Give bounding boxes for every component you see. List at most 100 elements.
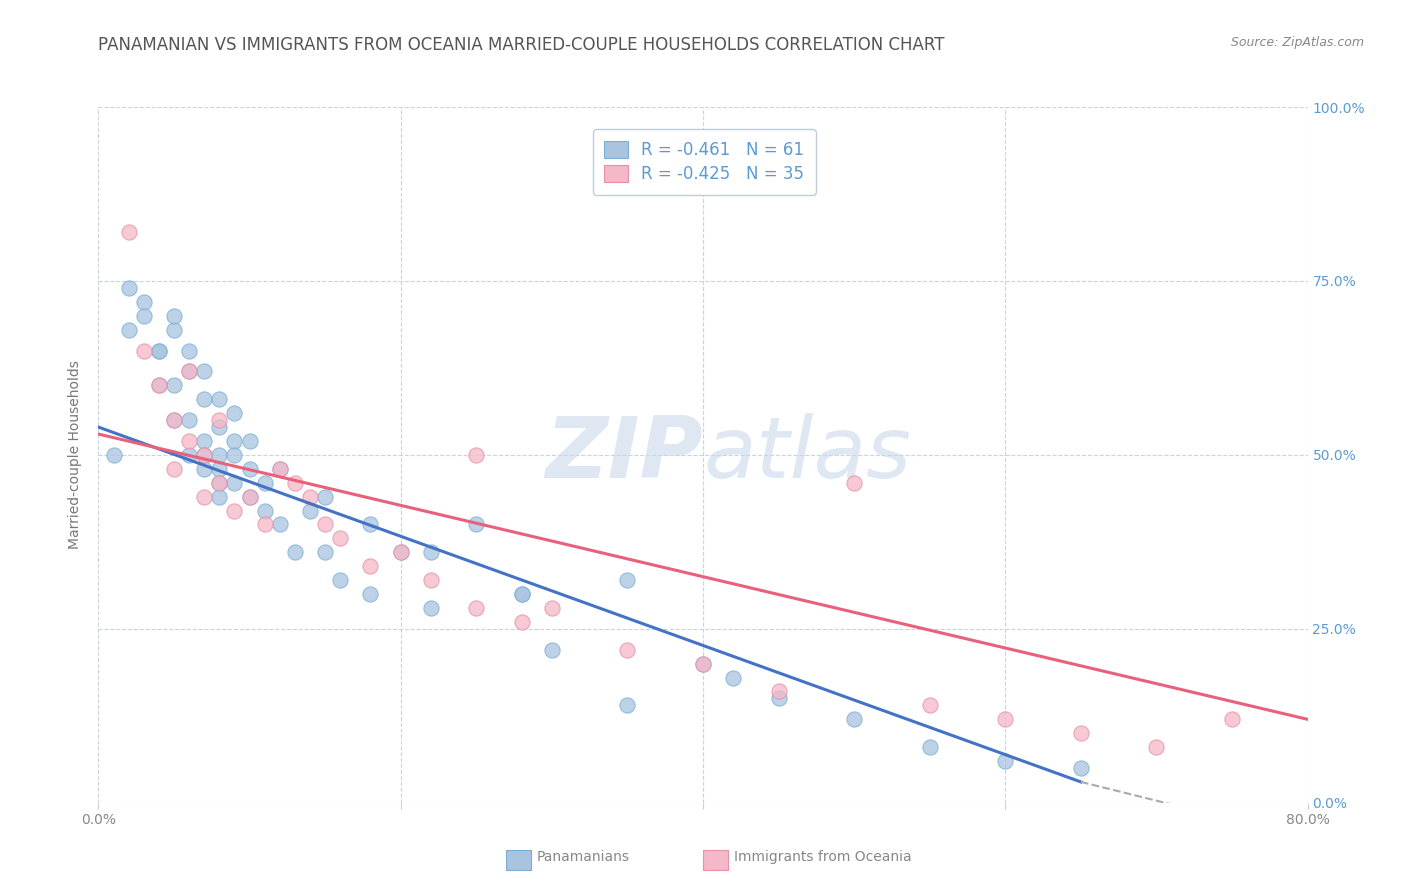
Point <box>329 573 352 587</box>
Point <box>148 378 170 392</box>
Point <box>239 490 262 504</box>
Point <box>163 413 186 427</box>
Point <box>918 740 941 755</box>
Point <box>389 545 412 559</box>
Point <box>193 490 215 504</box>
Point <box>314 517 336 532</box>
Point <box>723 671 745 685</box>
Point <box>118 225 141 239</box>
Point <box>253 517 276 532</box>
Point <box>420 601 443 615</box>
Point <box>284 475 307 490</box>
Legend: R = -0.461   N = 61, R = -0.425   N = 35: R = -0.461 N = 61, R = -0.425 N = 35 <box>592 129 815 194</box>
Point <box>299 490 322 504</box>
Point <box>208 475 231 490</box>
Point <box>918 698 941 713</box>
Point <box>269 462 291 476</box>
Point <box>224 448 246 462</box>
Point <box>103 448 125 462</box>
Point <box>239 462 262 476</box>
Point <box>148 378 170 392</box>
Point <box>360 559 382 574</box>
Point <box>616 573 638 587</box>
Point <box>179 434 201 448</box>
Point <box>360 587 382 601</box>
Point <box>148 343 170 358</box>
Point <box>208 413 231 427</box>
Point <box>329 532 352 546</box>
Point <box>118 323 141 337</box>
Point <box>616 642 638 657</box>
Text: ZIP: ZIP <box>546 413 703 497</box>
Point <box>420 545 443 559</box>
Text: Panamanians: Panamanians <box>537 850 630 864</box>
Point <box>389 545 412 559</box>
Point <box>540 642 562 657</box>
Point <box>540 601 562 615</box>
Text: Immigrants from Oceania: Immigrants from Oceania <box>734 850 911 864</box>
Point <box>163 378 186 392</box>
Point <box>208 420 231 434</box>
Point <box>692 657 714 671</box>
Point <box>994 754 1017 768</box>
Point <box>299 503 322 517</box>
Y-axis label: Married-couple Households: Married-couple Households <box>69 360 83 549</box>
Point <box>132 309 155 323</box>
Point <box>616 698 638 713</box>
Point <box>163 462 186 476</box>
Point <box>179 343 201 358</box>
Point <box>768 684 790 698</box>
Point <box>118 281 141 295</box>
Point <box>844 475 866 490</box>
Text: Source: ZipAtlas.com: Source: ZipAtlas.com <box>1230 36 1364 49</box>
Point <box>510 587 533 601</box>
Point <box>269 517 291 532</box>
Point <box>193 462 215 476</box>
Point <box>844 712 866 726</box>
Point <box>179 364 201 378</box>
Point <box>994 712 1017 726</box>
Point <box>314 545 336 559</box>
Point <box>692 657 714 671</box>
Point <box>179 364 201 378</box>
Point <box>239 490 262 504</box>
Point <box>1070 761 1092 775</box>
Text: PANAMANIAN VS IMMIGRANTS FROM OCEANIA MARRIED-COUPLE HOUSEHOLDS CORRELATION CHAR: PANAMANIAN VS IMMIGRANTS FROM OCEANIA MA… <box>98 36 945 54</box>
Point <box>269 462 291 476</box>
Point <box>208 448 231 462</box>
Point <box>163 309 186 323</box>
Point <box>510 587 533 601</box>
Point <box>465 601 488 615</box>
Point <box>224 475 246 490</box>
Point <box>510 615 533 629</box>
Point <box>465 448 488 462</box>
Point <box>768 691 790 706</box>
Point <box>193 448 215 462</box>
Point <box>163 413 186 427</box>
Point <box>465 517 488 532</box>
Point <box>208 490 231 504</box>
Point <box>193 448 215 462</box>
Point <box>420 573 443 587</box>
Point <box>224 406 246 420</box>
Text: atlas: atlas <box>703 413 911 497</box>
Point <box>1146 740 1168 755</box>
Point <box>239 434 262 448</box>
Point <box>193 392 215 407</box>
Point <box>193 364 215 378</box>
Point <box>179 448 201 462</box>
Point <box>224 434 246 448</box>
Point <box>208 475 231 490</box>
Point <box>314 490 336 504</box>
Point <box>224 503 246 517</box>
Point <box>360 517 382 532</box>
Point <box>253 503 276 517</box>
Point <box>132 294 155 309</box>
Point <box>208 392 231 407</box>
Point <box>208 462 231 476</box>
Point <box>253 475 276 490</box>
Point <box>1220 712 1243 726</box>
Point <box>132 343 155 358</box>
Point <box>1070 726 1092 740</box>
Point <box>284 545 307 559</box>
